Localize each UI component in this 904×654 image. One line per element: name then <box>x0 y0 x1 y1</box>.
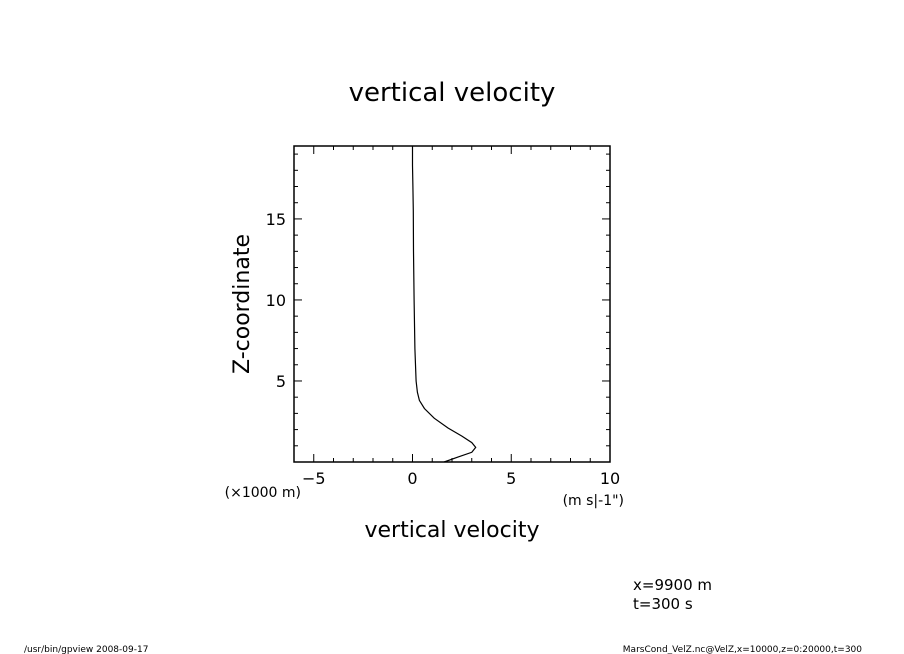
x-axis-label: vertical velocity <box>364 518 539 543</box>
y-tick-label: 15 <box>266 210 286 229</box>
x-tick-label: 0 <box>407 469 417 488</box>
series-line-vertical-velocity <box>411 146 477 463</box>
plot-frame <box>293 145 611 463</box>
footer-left: /usr/bin/gpview 2008-09-17 <box>24 645 148 654</box>
annotation-position: x=9900 m <box>633 576 712 594</box>
annotation-time: t=300 s <box>633 595 693 613</box>
y-axis-label: Z-coordinate <box>230 234 255 374</box>
footer-right: MarsCond_VelZ.nc@VelZ,x=10000,z=0:20000,… <box>623 645 862 654</box>
y-tick-label: 10 <box>266 291 286 310</box>
x-tick-label: 5 <box>506 469 516 488</box>
tick-labels: −5 0 5 10 5 10 15 <box>266 210 621 488</box>
x-tick-label: −5 <box>302 469 326 488</box>
x-axis-units: (m s|-1") <box>563 493 624 509</box>
x-tick-label: 10 <box>600 469 620 488</box>
axis-ticks <box>293 146 611 462</box>
y-axis-units: (×1000 m) <box>225 485 301 501</box>
chart-title: vertical velocity <box>349 78 556 108</box>
y-tick-label: 5 <box>276 372 286 391</box>
